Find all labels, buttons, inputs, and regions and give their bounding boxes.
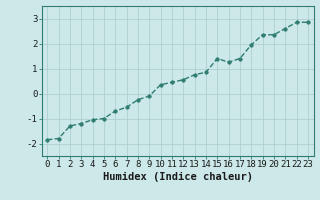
X-axis label: Humidex (Indice chaleur): Humidex (Indice chaleur) — [103, 172, 252, 182]
